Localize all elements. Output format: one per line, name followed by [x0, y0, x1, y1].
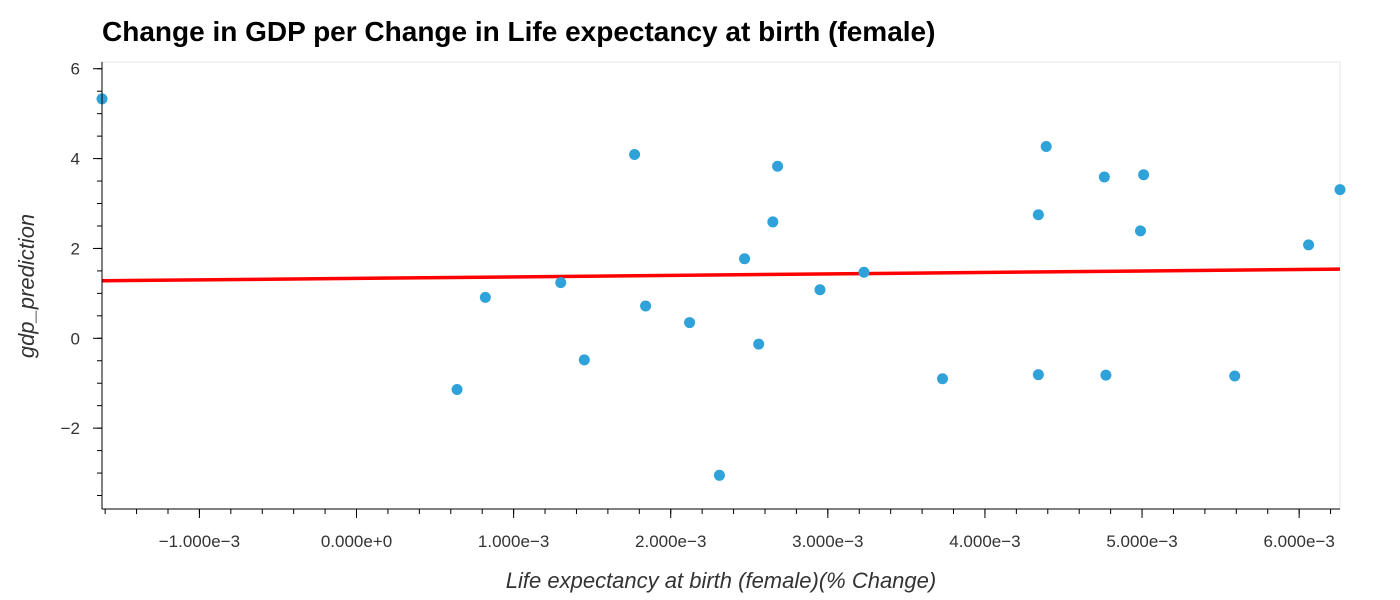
data-point [767, 216, 779, 228]
x-tick-label: 1.000e−3 [478, 532, 549, 551]
data-point [739, 253, 751, 265]
y-axis-label: gdp_prediction [14, 214, 39, 358]
chart-title: Change in GDP per Change in Life expecta… [102, 16, 936, 47]
data-point [451, 384, 463, 396]
data-point [1334, 184, 1346, 196]
data-point [578, 354, 590, 366]
y-tick-label: 2 [71, 239, 80, 258]
data-point [814, 284, 826, 296]
data-point [1040, 140, 1052, 152]
data-point [753, 338, 765, 350]
data-point [1138, 169, 1150, 181]
data-point [640, 300, 652, 312]
data-point [479, 291, 491, 303]
plot-area [101, 61, 1341, 510]
x-axis-label: Life expectancy at birth (female)(% Chan… [506, 568, 936, 593]
regression-line [101, 267, 1341, 283]
data-point [1098, 171, 1110, 183]
data-point [858, 266, 870, 278]
y-tick-label: 0 [71, 329, 80, 348]
x-tick-label: −1.000e−3 [159, 532, 240, 551]
data-point [555, 277, 567, 289]
x-tick-label: 4.000e−3 [949, 532, 1020, 551]
x-tick-label: 2.000e−3 [635, 532, 706, 551]
data-point [684, 317, 696, 329]
data-point [1032, 369, 1044, 381]
y-tick-label: 6 [71, 60, 80, 79]
data-point [713, 469, 725, 481]
data-point [1032, 209, 1044, 221]
x-tick-label: 5.000e−3 [1106, 532, 1177, 551]
x-tick-label: 3.000e−3 [792, 532, 863, 551]
data-point [629, 149, 641, 161]
x-tick-label: 6.000e−3 [1263, 532, 1334, 551]
data-point [937, 373, 949, 385]
y-tick-label: 4 [71, 150, 80, 169]
x-tick-label: 0.000e+0 [321, 532, 392, 551]
data-point [1229, 370, 1241, 382]
data-point [1134, 225, 1146, 237]
data-point [772, 160, 784, 172]
y-tick-label: −2 [61, 419, 80, 438]
data-point [1303, 239, 1315, 251]
data-point [1100, 369, 1112, 381]
